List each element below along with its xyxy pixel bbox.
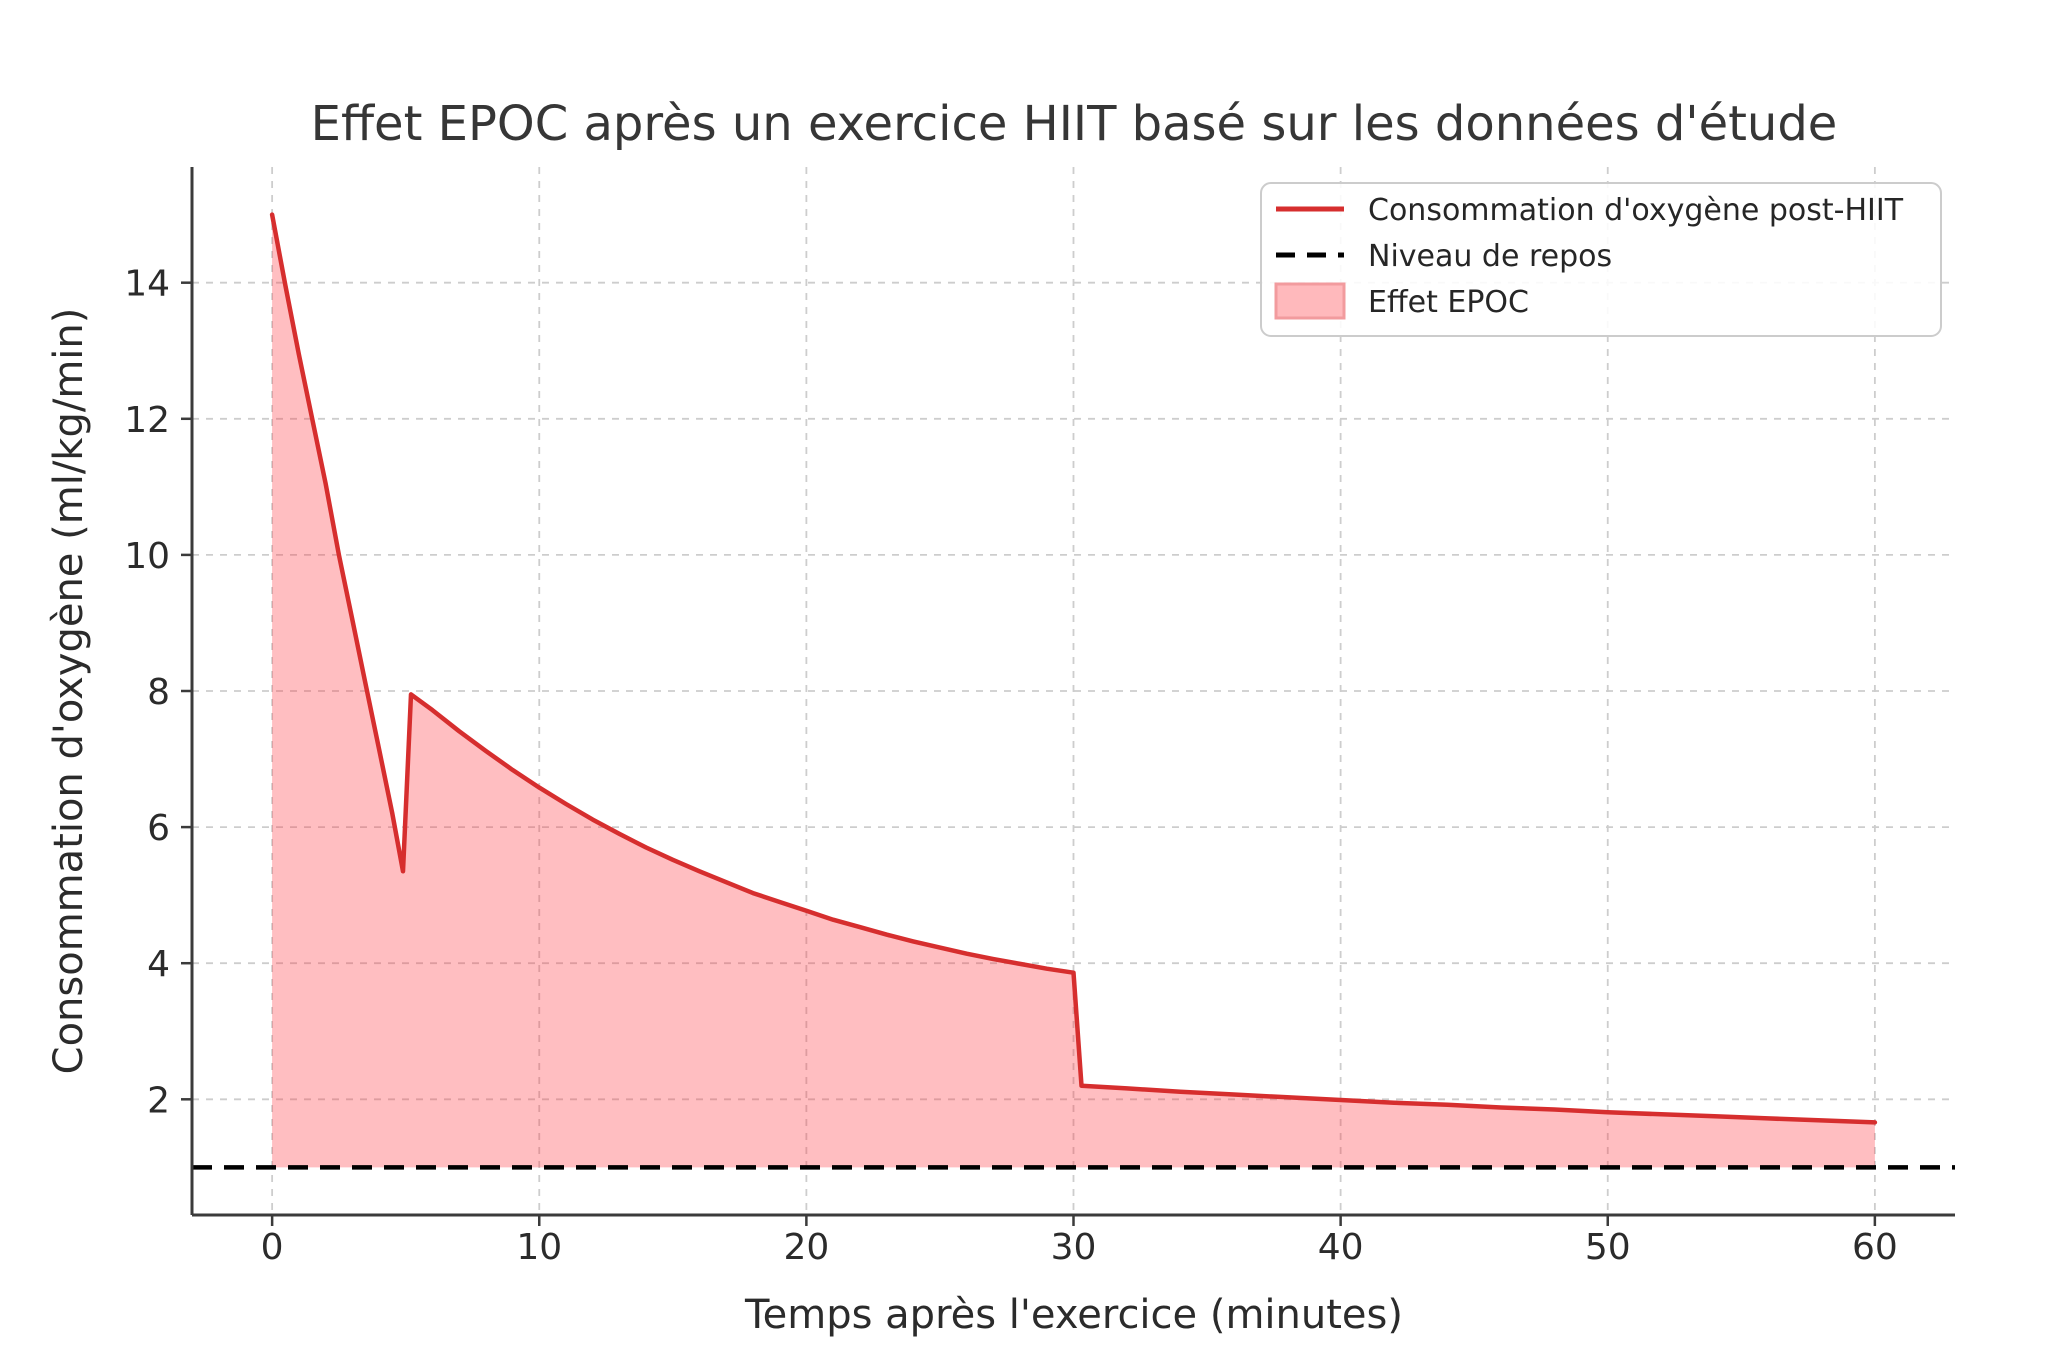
y-axis-label: Consommation d'oxygène (ml/kg/min): [46, 308, 92, 1075]
x-tick-label-20: 20: [783, 1227, 829, 1268]
oxygen-consumption-path: [269, 212, 1878, 1125]
oxygen-consumption-curve: [269, 212, 1878, 1125]
y-tick-label-12: 12: [124, 400, 170, 441]
legend-box: [1260, 182, 1942, 337]
gridlines: [192, 167, 1955, 1215]
x-tick-label-30: 30: [1051, 1227, 1097, 1268]
y-tick-label-2: 2: [147, 1080, 170, 1121]
x-tick-label-10: 10: [516, 1227, 562, 1268]
legend-label-oxygen: Consommation d'oxygène post-HIIT: [1368, 193, 1904, 228]
y-tick-label-4: 4: [147, 944, 170, 985]
x-tick-label-40: 40: [1318, 1227, 1364, 1268]
x-axis-label: Temps après l'exercice (minutes): [744, 1292, 1403, 1338]
axis-ticks: 0 10 20 30 40 50 60 2 4 6 8 10 12 14: [124, 264, 1898, 1268]
epoc-fill-polygon: [272, 214, 1875, 1168]
epoc-fill-area: [272, 214, 1875, 1168]
y-tick-label-14: 14: [124, 264, 170, 305]
legend: Consommation d'oxygène post-HIIT Niveau …: [1260, 182, 1942, 337]
y-tick-label-8: 8: [147, 672, 170, 713]
y-tick-label-10: 10: [124, 536, 170, 577]
x-tick-label-60: 60: [1852, 1227, 1898, 1268]
x-tick-label-50: 50: [1585, 1227, 1631, 1268]
y-tick-label-6: 6: [147, 808, 170, 849]
chart-title: Effet EPOC après un exercice HIIT basé s…: [311, 96, 1838, 152]
x-tick-label-0: 0: [261, 1227, 284, 1268]
legend-patch-sample-epoc: [1274, 282, 1346, 320]
legend-label-epoc: Effet EPOC: [1368, 285, 1529, 320]
legend-label-rest: Niveau de repos: [1368, 239, 1612, 274]
